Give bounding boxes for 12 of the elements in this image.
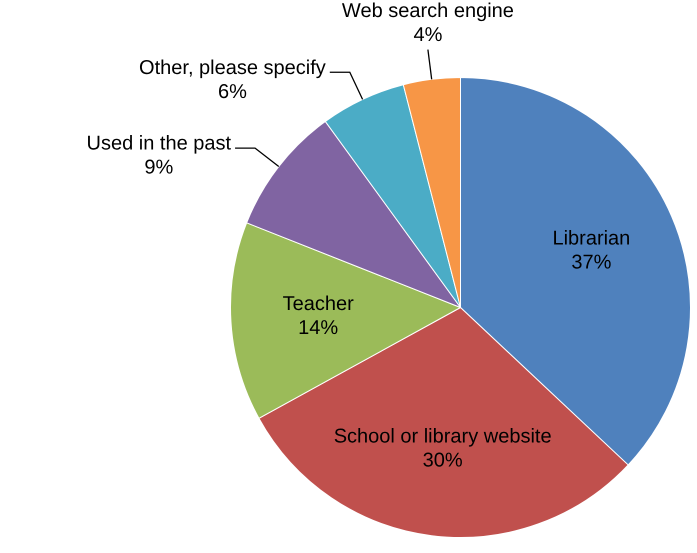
data-label: 37% bbox=[571, 251, 612, 274]
slice-label: Used in the past bbox=[86, 132, 232, 155]
data-label: 14% bbox=[298, 316, 338, 339]
slice-label: Teacher bbox=[282, 292, 354, 315]
data-label: 4% bbox=[413, 24, 443, 46]
slice-label: School or library website bbox=[334, 425, 552, 448]
slice-label: Librarian bbox=[552, 227, 630, 250]
slice-label: Other, please specify bbox=[139, 56, 326, 79]
data-label: 9% bbox=[144, 156, 174, 179]
data-label: 6% bbox=[218, 80, 248, 103]
slice-label: Web search engine bbox=[342, 0, 514, 22]
data-label: 30% bbox=[422, 449, 463, 472]
